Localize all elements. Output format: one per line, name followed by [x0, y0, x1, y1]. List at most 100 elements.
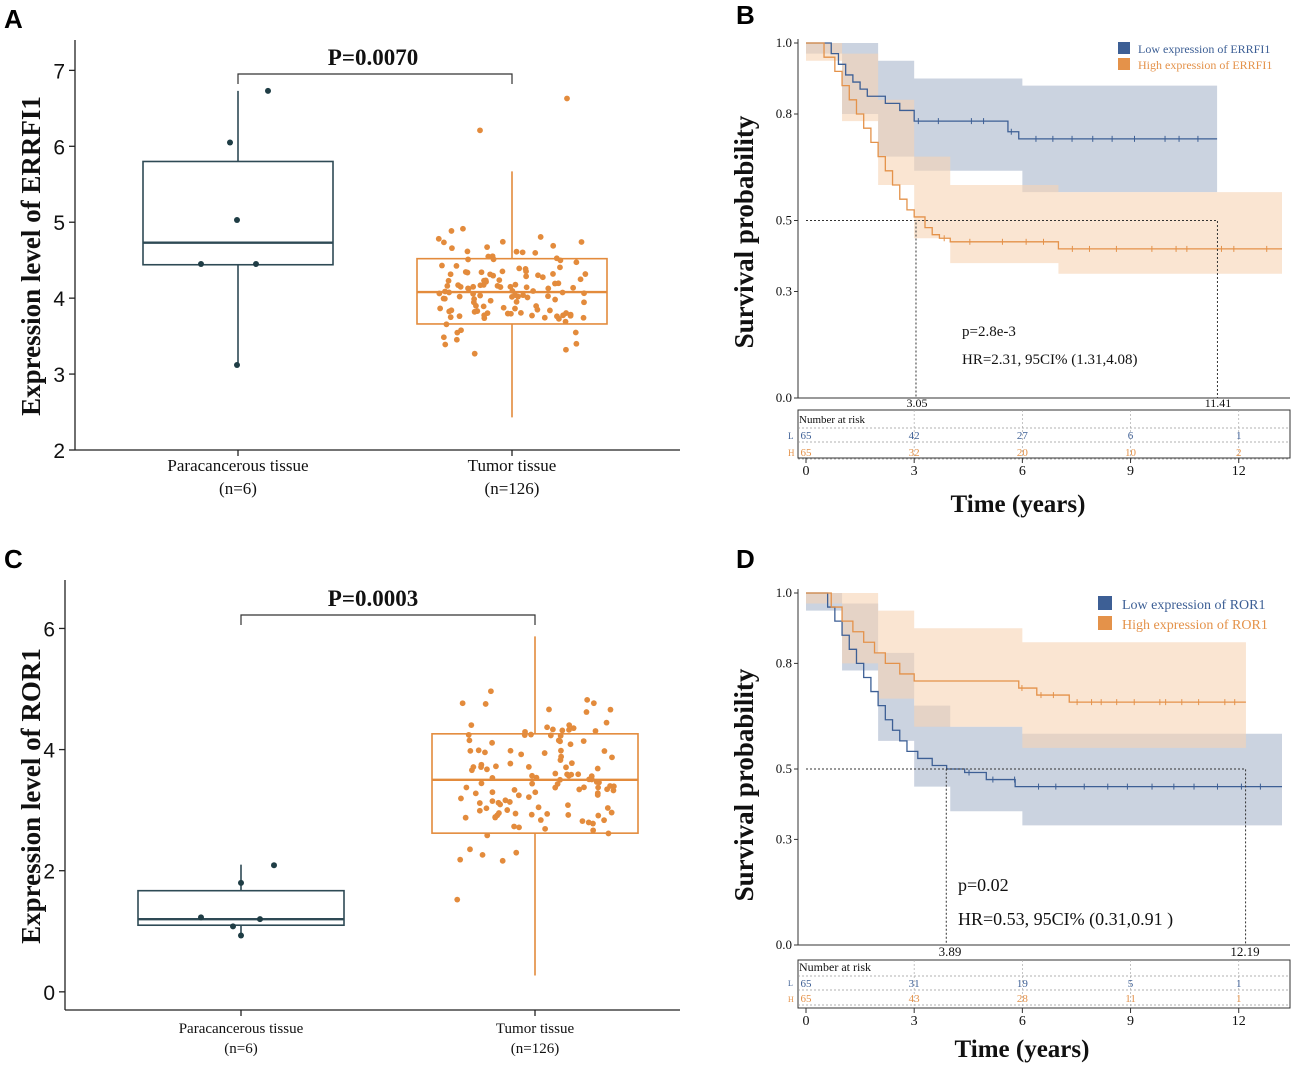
panel-a-data-point [478, 269, 485, 276]
panel-a-data-point [455, 282, 462, 289]
panel-c-data-point [468, 722, 475, 728]
panel-c-data-point [459, 700, 466, 707]
panel-d-risk-table [797, 959, 1291, 1009]
panel-c-data-point [457, 856, 464, 863]
panel-b-risk-value-low: 27 [1017, 430, 1029, 442]
panel-a-data-point [464, 248, 471, 255]
panel-a-data-point [441, 295, 448, 302]
panel-c-data-point [489, 739, 495, 746]
panel-c-data-point [532, 789, 539, 796]
panel-a-data-point [227, 139, 233, 146]
panel-a-box [142, 160, 334, 266]
panel-c-data-point [478, 764, 484, 770]
panel-c-data-point [592, 728, 599, 734]
panel-c-data-point [489, 775, 496, 781]
panel-c-data-point [595, 784, 602, 791]
panel-letter-a: A [4, 4, 23, 34]
panel-a-data-point [485, 253, 492, 260]
panel-a-pvalue: P=0.0070 [328, 45, 418, 70]
panel-b-risk-value-high: 2 [1236, 447, 1242, 459]
panel-a-data-point [444, 283, 451, 289]
panel-d-risk-value-low: 19 [1017, 978, 1029, 990]
panel-b-risk-value-low: 65 [801, 430, 813, 442]
panel-d-survival: Survival probability Time (years) Low ex… [729, 585, 1291, 1063]
panel-c-data-point [470, 764, 477, 770]
panel-b-xtick-label: 9 [1127, 464, 1134, 479]
panel-c-data-point [595, 812, 602, 819]
panel-d-ytick-label: 0.0 [776, 937, 792, 952]
panel-a-group2-n: (n=126) [485, 479, 540, 498]
panel-a-data-point [552, 296, 559, 303]
panel-c-data-point [518, 751, 525, 758]
panel-a-data-point [447, 271, 454, 278]
panel-c-group1-label: Paracancerous tissue [179, 1021, 304, 1037]
panel-d-legend-swatch-high [1098, 616, 1112, 630]
panel-a-data-point [559, 289, 566, 296]
panel-a-data-point [578, 239, 585, 245]
panel-d-legend-low: Low expression of ROR1 [1122, 598, 1266, 613]
panel-c-data-point [525, 794, 532, 801]
panel-d-median-high-label: 12.19 [1230, 944, 1259, 959]
panel-c-data-point [579, 818, 586, 824]
panel-a-ytick-label: 2 [53, 440, 65, 463]
panel-c-data-point [484, 766, 490, 773]
panel-c-data-point [466, 737, 473, 744]
panel-a-data-point [198, 260, 204, 267]
panel-c-data-point [257, 916, 263, 923]
panel-a-data-point [552, 280, 558, 287]
panel-a-data-point [499, 238, 506, 245]
panel-b-risk-value-low: 1 [1236, 430, 1242, 442]
panel-c-data-point [496, 810, 502, 816]
panel-d-xtick-label: 12 [1232, 1014, 1246, 1029]
panel-d-risk-key-h: H [788, 995, 794, 1004]
panel-a-data-point [550, 271, 556, 277]
panel-b-ytick-label: 0.8 [776, 106, 792, 121]
panel-a-data-point [484, 244, 490, 251]
panel-a-ytick-label: 3 [53, 364, 65, 387]
panel-c-data-point [533, 774, 540, 781]
panel-a-data-point [553, 255, 560, 262]
panel-a-data-point [581, 299, 587, 306]
panel-c-data-point [458, 795, 464, 802]
panel-a-data-point [570, 284, 577, 291]
panel-d-xtick-label: 0 [803, 1014, 810, 1029]
panel-d-xtick-label: 6 [1019, 1014, 1026, 1029]
panel-a-data-point [523, 273, 530, 280]
panel-c-data-point [565, 772, 572, 779]
panel-c-data-point [238, 879, 244, 886]
panel-c-data-point [529, 780, 536, 787]
panel-a-data-point [471, 350, 478, 357]
panel-a-data-point [577, 276, 584, 283]
panel-c-data-point [549, 726, 556, 733]
panel-b-curve-high [806, 42, 1282, 250]
panel-b-risk-value-high: 10 [1125, 447, 1137, 459]
panel-c-data-point [479, 851, 486, 858]
panel-c-data-point [502, 797, 509, 804]
panel-a-data-point [446, 289, 452, 296]
panel-c-data-point [567, 741, 574, 748]
panel-d-median-guide [806, 768, 1247, 945]
panel-a-data-point [253, 260, 259, 267]
panel-a-data-point [563, 346, 569, 353]
panel-a-group1-label: Paracancerous tissue [167, 456, 308, 475]
panel-b-legend-low: Low expression of ERRFI1 [1138, 42, 1270, 56]
panel-a-data-point [530, 288, 537, 294]
panel-d-ci-band-high [806, 593, 1246, 748]
panel-b-risk-value-low: 6 [1128, 430, 1134, 442]
panel-a-data-point [477, 292, 484, 299]
panel-b-ytick-label: 0.3 [776, 284, 792, 299]
panel-a-data-point [518, 309, 524, 316]
panel-d-curve-low [806, 592, 1282, 788]
panel-a-ytick-label: 6 [53, 136, 65, 159]
panel-a-data-point [507, 283, 514, 290]
panel-c-data-point [478, 780, 485, 787]
panel-c-data-point [271, 862, 277, 869]
panel-c-data-point [515, 792, 522, 799]
panel-b-legend-swatch-low [1118, 42, 1130, 54]
panel-d-xtick-label: 9 [1127, 1014, 1134, 1029]
panel-c-data-point [609, 754, 615, 761]
panel-c-data-point [230, 923, 236, 930]
panel-d-legend-swatch-low [1098, 596, 1112, 610]
panel-a-data-point [539, 274, 546, 281]
panel-c-data-point [608, 809, 615, 816]
